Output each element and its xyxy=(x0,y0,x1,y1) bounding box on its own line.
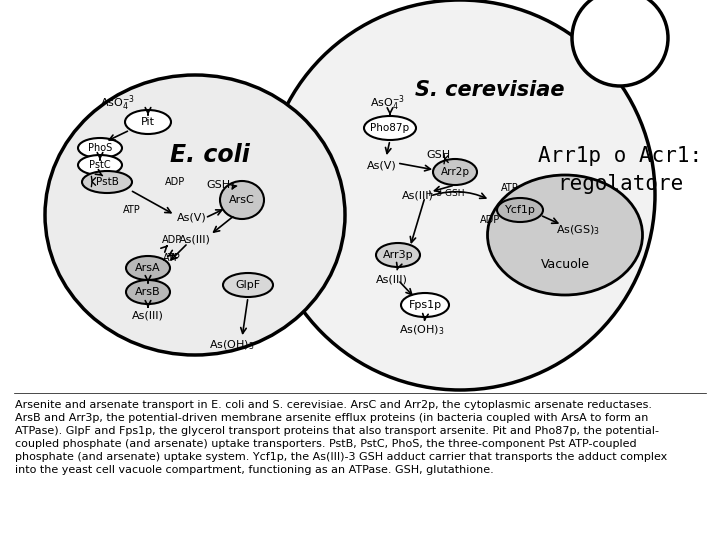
Text: ArsB and Arr3p, the potential-driven membrane arsenite efflux proteins (in bacte: ArsB and Arr3p, the potential-driven mem… xyxy=(15,413,649,423)
Text: S. cerevisiae: S. cerevisiae xyxy=(415,80,564,100)
Text: Arsenite and arsenate transport in ​E. coli​ and ​S. cerevisiae​. ArsC and Arr2p: Arsenite and arsenate transport in ​E. c… xyxy=(15,400,652,410)
Text: ATP: ATP xyxy=(501,183,519,193)
Text: As(OH)$_3$: As(OH)$_3$ xyxy=(399,323,445,337)
Ellipse shape xyxy=(364,116,416,140)
Text: GSH: GSH xyxy=(426,150,450,160)
Text: As(III): As(III) xyxy=(376,275,408,285)
Text: PstB: PstB xyxy=(96,177,118,187)
Text: Arr3p: Arr3p xyxy=(383,250,413,260)
Text: + 3 GSH: + 3 GSH xyxy=(426,188,464,198)
Text: ADP: ADP xyxy=(165,177,185,187)
Text: ArsC: ArsC xyxy=(229,195,255,205)
Ellipse shape xyxy=(487,175,642,295)
Text: As(GS)$_3$: As(GS)$_3$ xyxy=(556,223,600,237)
Text: ArsA: ArsA xyxy=(135,263,161,273)
Text: As(III): As(III) xyxy=(132,310,164,320)
Ellipse shape xyxy=(78,138,122,158)
Text: E. coli: E. coli xyxy=(170,143,250,167)
Text: Vacuole: Vacuole xyxy=(541,259,590,272)
Text: GSH: GSH xyxy=(206,180,230,190)
Ellipse shape xyxy=(126,256,170,280)
Text: into the yeast cell vacuole compartment, functioning as an ATPase. GSH, glutathi: into the yeast cell vacuole compartment,… xyxy=(15,465,494,475)
Text: ADP: ADP xyxy=(480,215,500,225)
Ellipse shape xyxy=(45,75,345,355)
Ellipse shape xyxy=(126,280,170,304)
Ellipse shape xyxy=(223,273,273,297)
Text: PhoS: PhoS xyxy=(88,143,112,153)
Ellipse shape xyxy=(433,159,477,185)
Text: Arr1p o Acr1:
regolatore: Arr1p o Acr1: regolatore xyxy=(538,146,702,194)
Text: ATPase). GlpF and Fps1p, the glycerol transport proteins that also transport ars: ATPase). GlpF and Fps1p, the glycerol tr… xyxy=(15,426,659,436)
Text: PstC: PstC xyxy=(89,160,111,170)
Text: As(III): As(III) xyxy=(179,235,211,245)
Ellipse shape xyxy=(78,155,122,175)
Text: Ycf1p: Ycf1p xyxy=(505,205,536,215)
Text: Pit: Pit xyxy=(141,117,155,127)
Ellipse shape xyxy=(220,181,264,219)
Ellipse shape xyxy=(82,171,132,193)
Text: As(OH)$_3$: As(OH)$_3$ xyxy=(210,338,255,352)
Text: phosphate (and arsenate) uptake system. Ycf1p, the As(III)-3 GSH adduct carrier : phosphate (and arsenate) uptake system. … xyxy=(15,452,667,462)
Text: AsO$_4^{-3}$: AsO$_4^{-3}$ xyxy=(371,93,405,113)
Text: As(III): As(III) xyxy=(402,191,434,201)
Circle shape xyxy=(572,0,668,86)
Text: As(V): As(V) xyxy=(177,213,207,223)
Text: As(V): As(V) xyxy=(367,160,397,170)
Text: Pho87p: Pho87p xyxy=(370,123,410,133)
Text: ADP: ADP xyxy=(162,235,182,245)
Text: ArsB: ArsB xyxy=(135,287,161,297)
Text: ATP: ATP xyxy=(123,205,141,215)
Text: Arr2p: Arr2p xyxy=(441,167,469,177)
Text: GlpF: GlpF xyxy=(235,280,261,290)
Circle shape xyxy=(265,0,655,390)
Ellipse shape xyxy=(125,110,171,134)
Text: coupled phosphate (and arsenate) uptake transporters. PstB, PstC, PhoS, the thre: coupled phosphate (and arsenate) uptake … xyxy=(15,439,636,449)
Text: Fps1p: Fps1p xyxy=(408,300,441,310)
Ellipse shape xyxy=(401,293,449,317)
Ellipse shape xyxy=(376,243,420,267)
Text: ATP: ATP xyxy=(163,253,181,263)
Text: AsO$_4^{-3}$: AsO$_4^{-3}$ xyxy=(101,93,135,113)
Ellipse shape xyxy=(497,198,543,222)
